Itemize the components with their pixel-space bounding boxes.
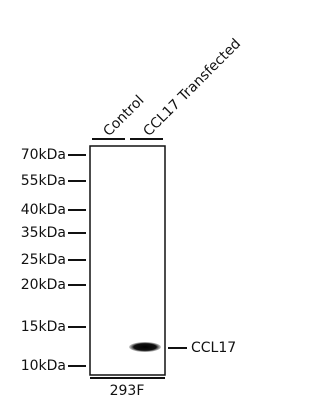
lane-label: Control — [100, 93, 147, 140]
marker-label: 25kDa — [21, 252, 66, 268]
marker-ladder: 70kDa 55kDa 40kDa 35kDa 25kDa 20kDa 15kDa 10kDa — [21, 147, 86, 374]
marker-label: 10kDa — [21, 358, 66, 374]
blot-frame — [90, 146, 165, 375]
cell-line-label: 293F — [110, 383, 145, 399]
marker-label: 55kDa — [21, 173, 66, 189]
blot-figure: Control CCL17 Transfected 70kDa 55kDa 40kD… — [0, 0, 264, 403]
band — [129, 342, 161, 352]
band-label: CCL17 — [191, 340, 236, 356]
marker-label: 35kDa — [21, 225, 66, 241]
marker-label: 20kDa — [21, 277, 66, 293]
lane-label: CCL17 Transfected — [140, 36, 244, 140]
marker-label: 15kDa — [21, 319, 66, 335]
marker-label: 70kDa — [21, 147, 66, 163]
marker-label: 40kDa — [21, 202, 66, 218]
